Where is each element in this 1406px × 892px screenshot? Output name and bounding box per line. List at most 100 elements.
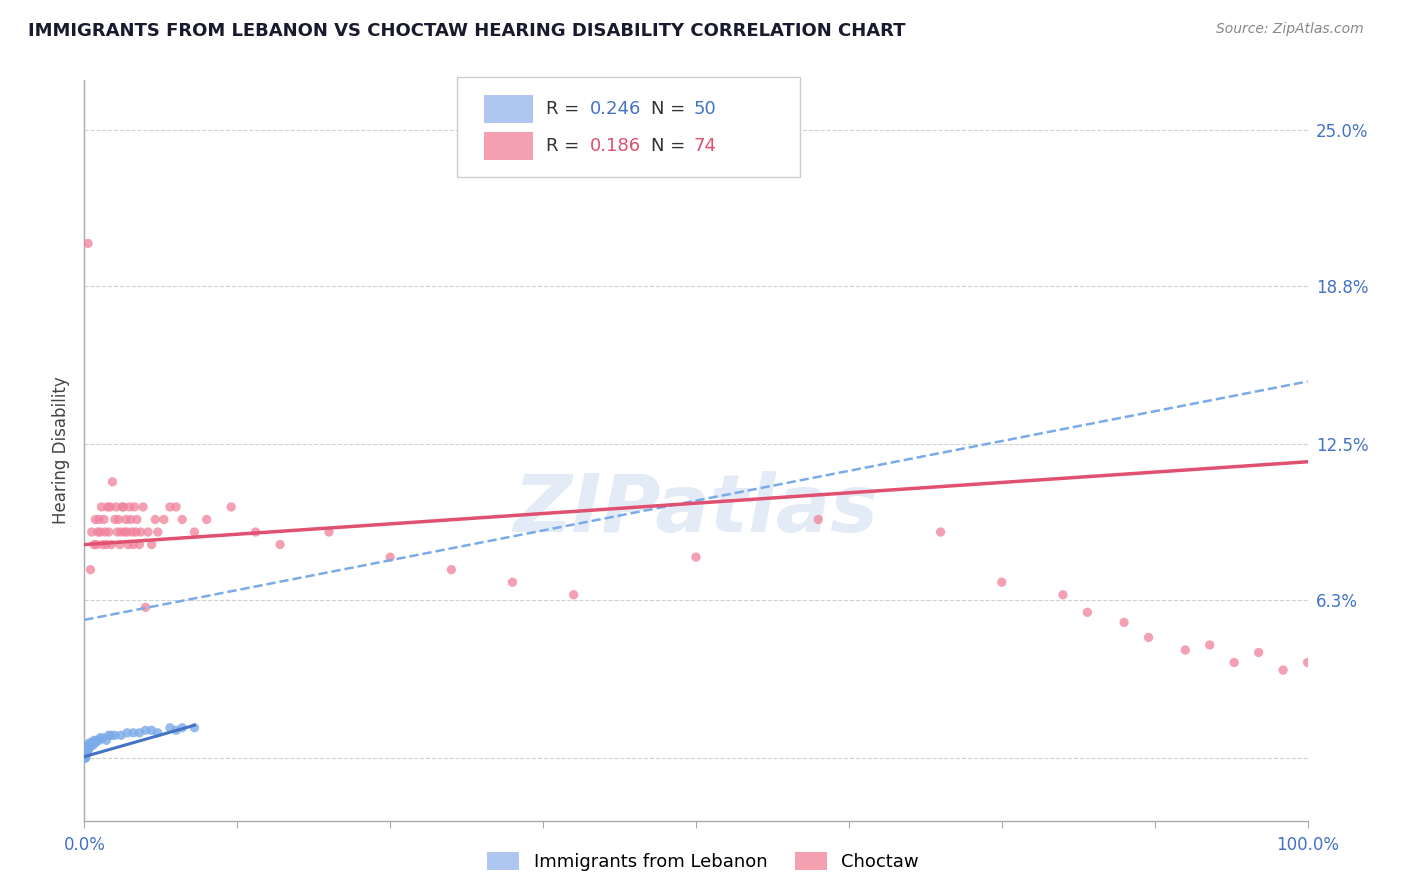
Point	[143, 512, 166, 526]
Point	[110, 728, 132, 742]
Point	[84, 512, 107, 526]
Point	[219, 500, 242, 514]
Text: N =: N =	[651, 137, 690, 155]
Point	[76, 739, 98, 753]
Point	[1137, 631, 1160, 645]
Point	[165, 723, 187, 738]
Point	[117, 538, 139, 552]
Point	[79, 563, 101, 577]
Text: R =: R =	[546, 100, 585, 118]
Point	[115, 512, 138, 526]
Point	[77, 236, 100, 251]
Point	[159, 721, 181, 735]
Point	[502, 575, 524, 590]
Point	[89, 524, 111, 539]
Point	[97, 728, 120, 742]
Point	[96, 538, 118, 552]
Point	[98, 500, 121, 514]
Point	[318, 524, 340, 539]
Point	[83, 538, 105, 552]
Point	[105, 524, 128, 539]
Point	[75, 746, 97, 760]
Point	[991, 575, 1014, 590]
Point	[1076, 605, 1098, 619]
Point	[100, 728, 122, 742]
Point	[100, 538, 122, 552]
Point	[111, 500, 134, 514]
Point	[115, 524, 138, 539]
Point	[73, 751, 96, 765]
Point	[136, 524, 159, 539]
Point	[1296, 656, 1319, 670]
Text: 74: 74	[693, 137, 717, 155]
Point	[75, 746, 97, 760]
Point	[120, 512, 142, 526]
Text: 0.186: 0.186	[589, 137, 641, 155]
Point	[86, 733, 108, 747]
Text: N =: N =	[651, 100, 690, 118]
Legend: Immigrants from Lebanon, Choctaw: Immigrants from Lebanon, Choctaw	[479, 845, 927, 879]
Point	[80, 524, 103, 539]
Point	[93, 512, 115, 526]
Point	[75, 748, 97, 763]
Point	[129, 524, 152, 539]
Text: 50: 50	[693, 100, 716, 118]
Point	[105, 500, 128, 514]
Point	[75, 743, 97, 757]
Point	[84, 736, 107, 750]
Point	[146, 726, 169, 740]
Y-axis label: Hearing Disability: Hearing Disability	[52, 376, 70, 524]
Point	[87, 733, 110, 747]
Point	[1052, 588, 1074, 602]
Point	[75, 751, 97, 765]
Point	[75, 748, 97, 763]
Point	[86, 538, 108, 552]
Point	[125, 512, 148, 526]
Text: Source: ZipAtlas.com: Source: ZipAtlas.com	[1216, 22, 1364, 37]
Point	[89, 731, 111, 745]
Point	[380, 550, 402, 565]
Point	[183, 524, 205, 539]
Point	[75, 748, 97, 763]
Point	[1223, 656, 1246, 670]
Point	[135, 723, 157, 738]
Point	[269, 538, 291, 552]
Point	[91, 731, 114, 745]
Point	[75, 746, 97, 760]
FancyBboxPatch shape	[484, 132, 533, 161]
Point	[165, 500, 187, 514]
Point	[1114, 615, 1136, 630]
Point	[110, 524, 132, 539]
Point	[77, 739, 100, 753]
Point	[685, 550, 707, 565]
Point	[75, 743, 97, 757]
Point	[108, 538, 131, 552]
Point	[172, 721, 194, 735]
Point	[115, 726, 138, 740]
Point	[87, 512, 110, 526]
Point	[75, 748, 97, 763]
Point	[104, 728, 127, 742]
Point	[1272, 663, 1295, 677]
Point	[80, 736, 103, 750]
FancyBboxPatch shape	[484, 95, 533, 123]
Point	[1174, 643, 1197, 657]
Point	[97, 524, 120, 539]
Point	[76, 740, 98, 755]
Text: IMMIGRANTS FROM LEBANON VS CHOCTAW HEARING DISABILITY CORRELATION CHART: IMMIGRANTS FROM LEBANON VS CHOCTAW HEARI…	[28, 22, 905, 40]
Point	[141, 723, 163, 738]
Point	[159, 500, 181, 514]
Point	[75, 751, 97, 765]
Point	[128, 726, 150, 740]
Point	[121, 524, 143, 539]
Point	[122, 726, 145, 740]
Point	[75, 743, 97, 757]
Point	[807, 512, 830, 526]
Point	[124, 500, 146, 514]
Point	[112, 500, 135, 514]
Point	[104, 512, 127, 526]
Point	[76, 743, 98, 757]
Point	[562, 588, 585, 602]
Point	[75, 746, 97, 760]
Text: 0.246: 0.246	[589, 100, 641, 118]
